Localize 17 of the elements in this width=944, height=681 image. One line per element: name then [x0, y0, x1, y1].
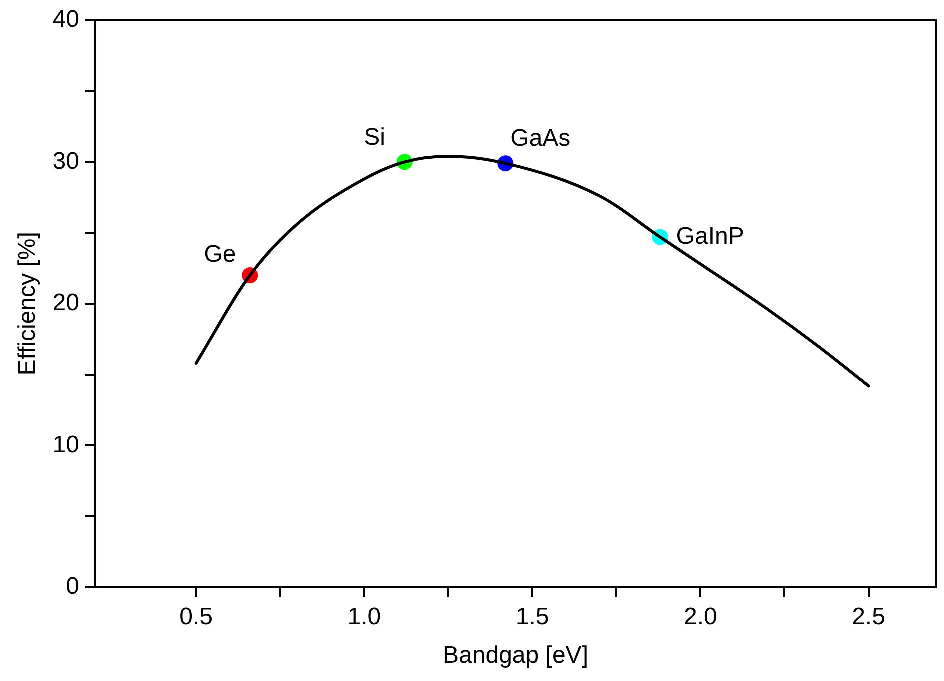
- x-axis-title: Bandgap [eV]: [443, 642, 588, 670]
- y-tick-label: 10: [52, 431, 80, 458]
- x-tick-label: 2.0: [684, 603, 718, 630]
- x-tick-label: 2.5: [852, 603, 886, 630]
- y-axis-title: Efficiency [%]: [14, 232, 42, 376]
- y-tick-label: 20: [52, 290, 80, 317]
- annotation: Si: [364, 124, 386, 151]
- y-tick-label: 0: [66, 573, 80, 600]
- x-tick-label: 0.5: [180, 603, 214, 630]
- x-tick-label: 1.5: [516, 603, 550, 630]
- annotation: Ge: [204, 241, 236, 268]
- annotation: GaInP: [676, 222, 744, 250]
- annotation: GaAs: [510, 125, 571, 152]
- y-tick-label: 30: [52, 148, 80, 175]
- y-tick-label: 40: [52, 6, 80, 34]
- x-tick-label: 1.0: [348, 603, 382, 630]
- line-series: [194, 154, 870, 388]
